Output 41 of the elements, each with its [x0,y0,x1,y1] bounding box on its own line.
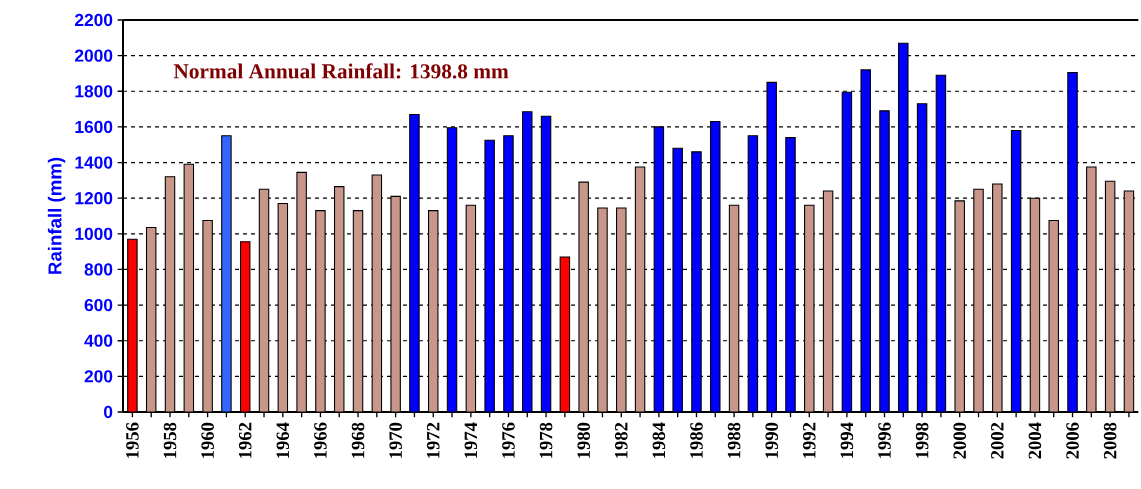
x-tick-label: 1996 [878,422,891,458]
x-tick-label: 1998 [915,422,929,458]
y-tick-label: 800 [84,263,113,276]
x-tick-label: 1974 [464,422,478,458]
x-tick-label: 1992 [803,422,816,458]
y-axis-title: Rainfall (mm) [47,157,66,274]
y-tick-label: 400 [84,334,113,347]
y-tick-label: 1000 [75,227,113,240]
y-tick-label: 600 [84,298,113,312]
y-tick-label: 200 [84,370,113,383]
x-tick-label: 1986 [690,422,703,458]
x-tick-label: 1960 [201,422,214,458]
y-tick-label: 1200 [75,192,113,205]
x-tick-label: 2004 [1028,422,1042,459]
x-tick-label: 1962 [238,422,252,458]
annotation: Normal Annual Rainfall: 1398.8 mm [173,63,509,79]
x-tick-label: 2000 [953,422,967,459]
x-tick-label: 1990 [765,422,778,458]
y-tick-label: 0 [104,405,113,419]
x-tick-label: 1978 [539,422,553,458]
y-tick-label: 1600 [75,120,113,134]
x-tick-label: 1982 [614,422,628,458]
x-tick-label: 1970 [389,422,402,458]
y-tick-label: 1400 [75,156,113,169]
x-tick-label: 1966 [314,422,327,458]
x-tick-label: 1976 [502,422,515,458]
y-tick-label: 1800 [75,85,113,98]
x-tick-label: 2008 [1103,422,1117,459]
x-tick-label: 1964 [276,422,290,458]
y-tick-label: 2200 [75,13,113,27]
x-tick-label: 1968 [351,422,365,458]
x-tick-label: 1972 [426,422,440,458]
x-tick-label: 1984 [652,422,666,458]
x-tick-label: 2006 [1066,422,1079,459]
x-tick-label: 1956 [126,422,139,458]
x-tick-label: 1988 [727,422,741,458]
x-tick-label: 1958 [163,422,177,458]
x-tick-label: 1994 [840,422,854,458]
x-tick-label: 2002 [991,422,1004,459]
y-tick-label: 2000 [75,49,113,62]
x-tick-label: 1980 [577,422,590,458]
